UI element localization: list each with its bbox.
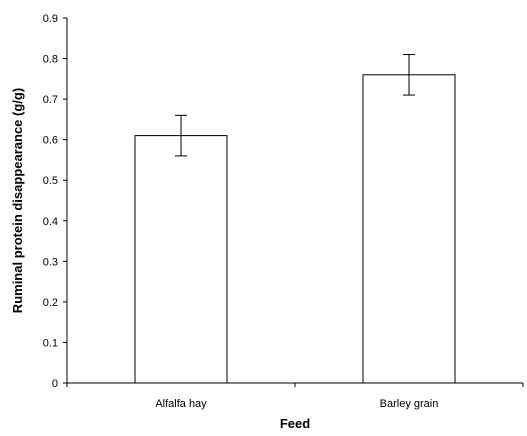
plot-area (134, 54, 456, 384)
y-tick-label: 0.6 (43, 135, 58, 147)
error-bar (175, 114, 187, 157)
y-tick-label: 0.8 (43, 54, 58, 66)
x-axis-ticks: Alfalfa hay Barley grain (66, 383, 524, 410)
x-axis-title: Feed (280, 416, 310, 431)
y-tick-label: 0.2 (43, 297, 58, 309)
bar (134, 135, 228, 384)
error-bar (403, 54, 415, 96)
x-tick-label: Alfalfa hay (155, 398, 207, 410)
y-axis-ticks: 0 0.1 0.2 0.3 0.4 0.5 0.6 0.7 0.8 0.9 (43, 13, 67, 390)
y-axis-title: Ruminal protein disappearance (g/g) (10, 88, 25, 313)
y-tick-label: 0.5 (43, 175, 58, 187)
y-tick-label: 0.4 (43, 216, 58, 228)
x-tick-label: Barley grain (380, 398, 439, 410)
y-tick-label: 0.3 (43, 256, 58, 268)
y-tick-label: 0 (52, 378, 58, 390)
bar (362, 74, 456, 384)
y-tick-label: 0.1 (43, 337, 58, 349)
y-tick-label: 0.9 (43, 13, 58, 25)
y-tick-label: 0.7 (43, 94, 58, 106)
